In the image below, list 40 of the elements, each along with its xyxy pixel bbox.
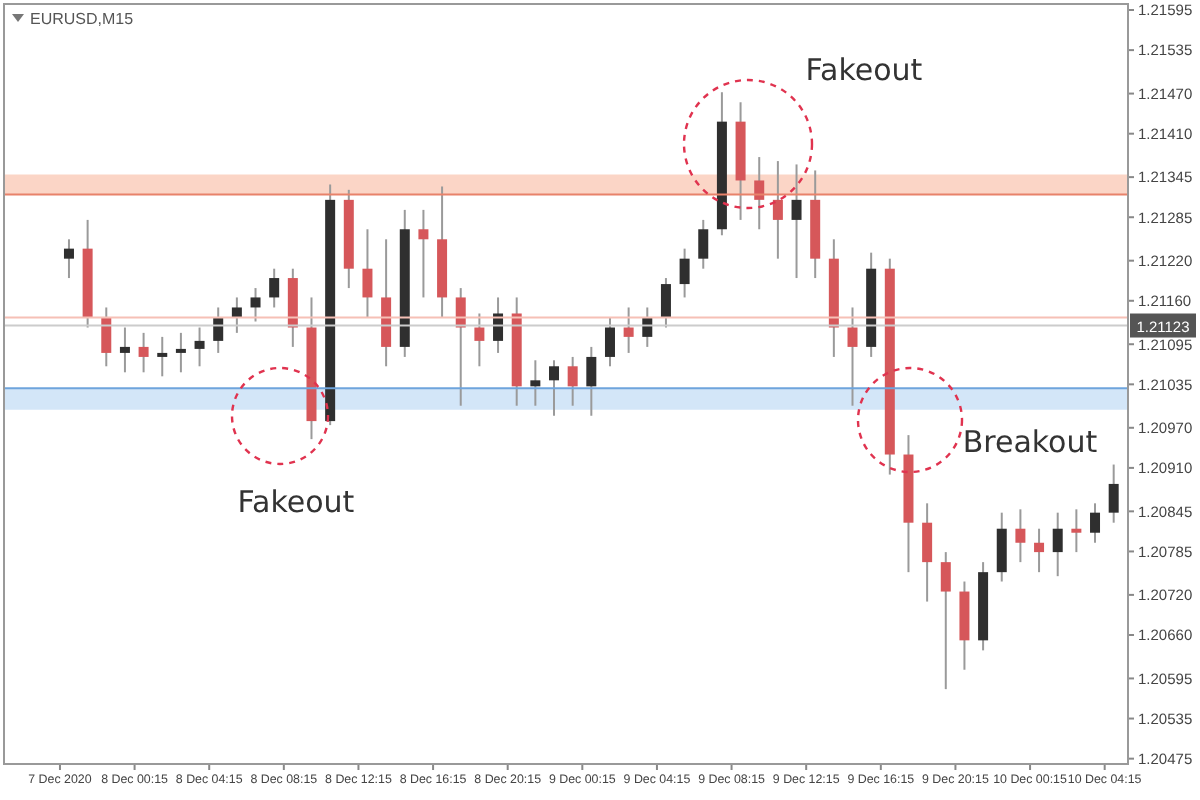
annotation: Breakout (962, 424, 1098, 461)
annotation: Fakeout (805, 52, 923, 89)
candlestick (119, 326, 130, 374)
candlestick (213, 306, 224, 354)
candlestick (549, 359, 560, 417)
candlestick (418, 208, 429, 299)
candlestick (138, 331, 149, 374)
candlestick (455, 287, 466, 407)
candlestick (474, 312, 485, 368)
candlestick (847, 306, 858, 407)
candlestick (940, 551, 951, 691)
candlestick (1071, 508, 1082, 554)
candlestick (1108, 463, 1119, 524)
candlestick (698, 218, 709, 270)
candlestick (175, 331, 186, 374)
candlestick (362, 228, 373, 319)
candlestick (530, 359, 541, 407)
candlestick (1052, 511, 1063, 578)
candlestick (63, 238, 74, 280)
candlestick (1034, 527, 1045, 574)
candlestick (1090, 502, 1101, 544)
candlestick (604, 316, 615, 368)
chart-title: EURUSD,M15 (30, 10, 135, 28)
candlestick (586, 345, 597, 417)
candlestick (791, 163, 802, 280)
annotation: Fakeout (237, 484, 355, 521)
candlestick (623, 306, 634, 354)
candlestick (1015, 508, 1026, 564)
candlestick (922, 502, 933, 603)
candlestick (101, 306, 112, 368)
candlestick (250, 287, 261, 323)
candlestick (679, 247, 690, 299)
candlestick (660, 277, 671, 329)
candlestick (772, 160, 783, 260)
candlestick (269, 267, 280, 309)
candlestick (996, 511, 1007, 583)
candlestick (754, 156, 765, 231)
candlestick (567, 355, 578, 407)
candlestick (194, 326, 205, 368)
candlestick (157, 335, 168, 378)
